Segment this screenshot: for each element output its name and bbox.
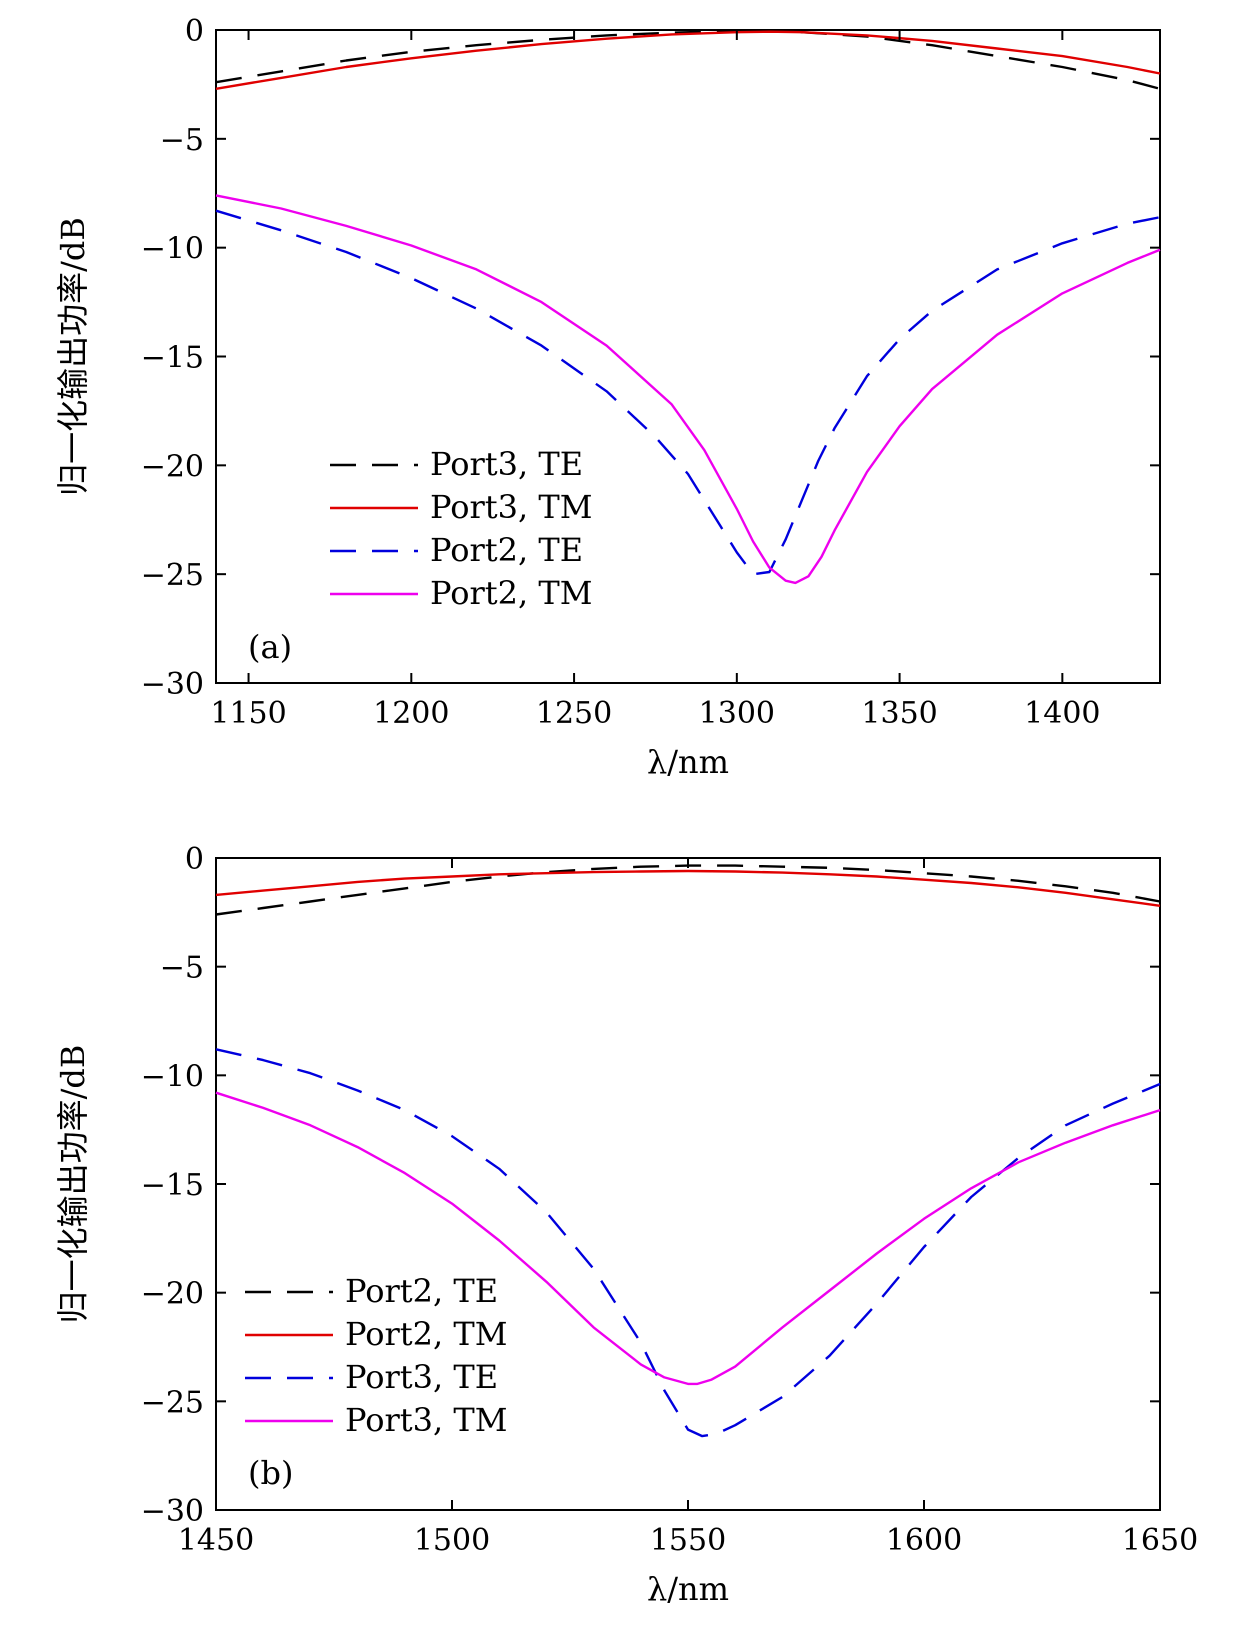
x-tick-label: 1250	[536, 696, 612, 731]
panel-label: (b)	[248, 1454, 293, 1492]
series-line-2	[215, 209, 1161, 576]
y-tick-label: 0	[185, 842, 204, 877]
y-tick-label: 0	[185, 14, 204, 49]
legend-entry-1: Port2, TM	[345, 1315, 507, 1353]
y-tick-label: −20	[141, 449, 204, 484]
legend-entry-1: Port3, TM	[430, 488, 592, 526]
legend-entry-0: Port3, TE	[430, 445, 583, 483]
y-tick-label: −15	[141, 1168, 204, 1203]
x-tick-label: 1400	[1024, 696, 1100, 731]
y-tick-label: −10	[141, 1059, 204, 1094]
legend-entry-0: Port2, TE	[345, 1272, 498, 1310]
series-line-0	[215, 29, 1161, 90]
legend-entry-2: Port2, TE	[430, 531, 583, 569]
y-tick-label: −5	[160, 951, 204, 986]
series-line-2	[215, 1048, 1161, 1438]
y-tick-label: −25	[141, 558, 204, 593]
x-tick-label: 1300	[699, 696, 775, 731]
x-tick-label: 1200	[373, 696, 449, 731]
legend-entry-2: Port3, TE	[345, 1358, 498, 1396]
x-axis-label: λ/nm	[647, 743, 729, 781]
x-tick-label: 1150	[210, 696, 286, 731]
y-axis-label: 归一化输出功率/dB	[54, 1045, 92, 1324]
y-axis-label: 归一化输出功率/dB	[54, 217, 92, 496]
legend-entry-3: Port3, TM	[345, 1401, 507, 1439]
legend: Port3, TE Port3, TM Port2, TE Port2, TM	[330, 445, 592, 612]
series-line-3	[215, 1091, 1161, 1386]
legend-entry-3: Port2, TM	[430, 574, 592, 612]
panel-label: (a)	[248, 628, 292, 666]
chart-panel-a: 1150 1200 1250 1300 1350 1400 0 −5 −10 −15 −20 −25 −…	[54, 14, 1161, 781]
y-tick-label: −15	[141, 341, 204, 376]
y-tick-label: −30	[141, 667, 204, 702]
series-line-3	[215, 194, 1161, 585]
plot-frame	[215, 29, 1161, 684]
x-axis-label: λ/nm	[647, 1570, 729, 1608]
y-tick-label: −5	[160, 123, 204, 158]
x-tick-label: 1450	[178, 1523, 254, 1558]
y-tick-label: −20	[141, 1277, 204, 1312]
y-tick-label: −25	[141, 1385, 204, 1420]
legend: Port2, TE Port2, TM Port3, TE Port3, TM	[245, 1272, 507, 1439]
y-tick-label: −30	[141, 1494, 204, 1529]
x-tick-label: 1650	[1122, 1523, 1198, 1558]
y-tick-label: −10	[141, 232, 204, 267]
x-tick-label: 1550	[650, 1523, 726, 1558]
x-tick-label: 1350	[861, 696, 937, 731]
x-tick-label: 1600	[886, 1523, 962, 1558]
series-line-0	[215, 864, 1161, 916]
series-line-1	[215, 869, 1161, 907]
x-tick-label: 1500	[414, 1523, 490, 1558]
chart-panel-b: 1450 1500 1550 1600 1650 0 −5 −10 −15 −20 −25 −30 λ/…	[54, 842, 1198, 1608]
